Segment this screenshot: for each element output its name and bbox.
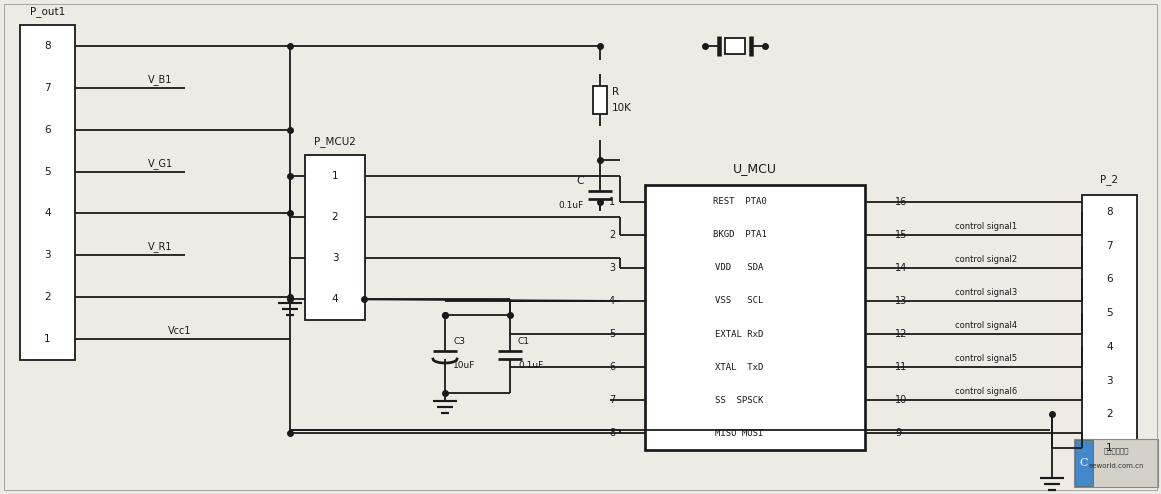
Text: 7: 7 bbox=[44, 83, 51, 93]
Text: 1: 1 bbox=[332, 170, 338, 181]
Text: 2: 2 bbox=[44, 292, 51, 302]
Text: 4: 4 bbox=[332, 294, 338, 304]
Text: C: C bbox=[1080, 458, 1088, 468]
Text: V_R1: V_R1 bbox=[147, 242, 172, 252]
Text: C3: C3 bbox=[453, 336, 466, 345]
Text: 1: 1 bbox=[608, 197, 615, 206]
Text: 0.1uF: 0.1uF bbox=[518, 361, 543, 370]
Text: 3: 3 bbox=[608, 263, 615, 273]
Text: control signal1: control signal1 bbox=[956, 222, 1017, 231]
Text: P_MCU2: P_MCU2 bbox=[315, 136, 356, 147]
Text: 6: 6 bbox=[608, 362, 615, 372]
Text: 15: 15 bbox=[895, 230, 908, 240]
Text: C: C bbox=[577, 176, 584, 186]
Text: SS  SPSCK: SS SPSCK bbox=[715, 396, 764, 405]
Text: 3: 3 bbox=[1106, 375, 1112, 386]
Text: control signal6: control signal6 bbox=[954, 387, 1017, 396]
Text: U_MCU: U_MCU bbox=[733, 162, 777, 175]
Text: 8: 8 bbox=[608, 428, 615, 439]
Text: 12: 12 bbox=[895, 329, 908, 339]
Text: 0.1uF: 0.1uF bbox=[558, 201, 584, 209]
Text: 2: 2 bbox=[608, 230, 615, 240]
Text: control signal4: control signal4 bbox=[956, 321, 1017, 330]
FancyBboxPatch shape bbox=[1074, 439, 1158, 487]
Text: R: R bbox=[612, 87, 619, 97]
Text: 6: 6 bbox=[1106, 274, 1112, 285]
Text: Vcc1: Vcc1 bbox=[168, 326, 192, 336]
Text: 5: 5 bbox=[1106, 308, 1112, 318]
Text: P_out1: P_out1 bbox=[30, 6, 65, 17]
Text: P_2: P_2 bbox=[1101, 174, 1118, 185]
Text: control signal2: control signal2 bbox=[956, 255, 1017, 264]
Text: REST  PTA0: REST PTA0 bbox=[713, 197, 766, 206]
Text: BKGD  PTA1: BKGD PTA1 bbox=[713, 230, 766, 239]
Text: 4: 4 bbox=[608, 296, 615, 306]
Text: eeworld.com.cn: eeworld.com.cn bbox=[1088, 463, 1144, 469]
Bar bbox=[593, 86, 607, 114]
Text: 3: 3 bbox=[44, 250, 51, 260]
Text: XTAL  TxD: XTAL TxD bbox=[715, 363, 764, 371]
Text: 6: 6 bbox=[44, 124, 51, 135]
Text: 8: 8 bbox=[1106, 207, 1112, 217]
Text: VSS   SCL: VSS SCL bbox=[715, 296, 764, 305]
Text: 9: 9 bbox=[895, 428, 901, 439]
Text: 2: 2 bbox=[332, 212, 338, 222]
Text: control signal5: control signal5 bbox=[956, 354, 1017, 363]
Text: 7: 7 bbox=[1106, 241, 1112, 250]
Bar bbox=[305, 155, 365, 320]
Text: C1: C1 bbox=[518, 336, 531, 345]
Text: VDD   SDA: VDD SDA bbox=[715, 263, 764, 272]
Text: V_B1: V_B1 bbox=[147, 74, 172, 85]
Text: 电子工程世界: 电子工程世界 bbox=[1103, 448, 1128, 454]
Text: 1: 1 bbox=[1106, 443, 1112, 453]
Text: 4: 4 bbox=[1106, 342, 1112, 352]
Text: 8: 8 bbox=[44, 41, 51, 51]
Text: 1: 1 bbox=[44, 334, 51, 344]
Text: 5: 5 bbox=[608, 329, 615, 339]
Text: 10: 10 bbox=[895, 395, 907, 405]
Text: 3: 3 bbox=[332, 253, 338, 263]
Bar bbox=[1075, 440, 1093, 486]
Bar bbox=[646, 185, 865, 450]
Text: 10K: 10K bbox=[612, 103, 632, 113]
Text: 10uF: 10uF bbox=[453, 361, 475, 370]
Bar bbox=[20, 25, 75, 360]
Text: 5: 5 bbox=[44, 166, 51, 176]
Text: EXTAL RxD: EXTAL RxD bbox=[715, 329, 764, 338]
Text: 13: 13 bbox=[895, 296, 907, 306]
Text: 11: 11 bbox=[895, 362, 907, 372]
Bar bbox=[1082, 195, 1137, 465]
Text: V_G1: V_G1 bbox=[147, 158, 173, 168]
Text: 2: 2 bbox=[1106, 410, 1112, 419]
Text: 4: 4 bbox=[44, 208, 51, 218]
Text: 16: 16 bbox=[895, 197, 907, 206]
Text: control signal3: control signal3 bbox=[954, 288, 1017, 297]
Text: 7: 7 bbox=[608, 395, 615, 405]
Text: MISO MOSI: MISO MOSI bbox=[715, 429, 764, 438]
Bar bbox=[724, 38, 745, 54]
Text: 14: 14 bbox=[895, 263, 907, 273]
